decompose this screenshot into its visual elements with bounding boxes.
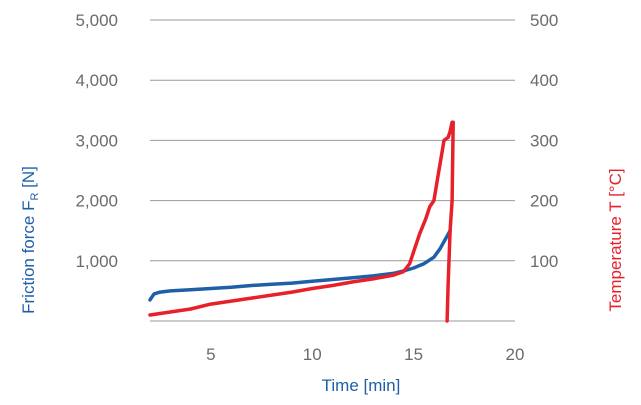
y-axis-right-label: Temperature T [°C]	[606, 168, 625, 311]
y-axis-left-label-subscript: R	[29, 193, 41, 201]
data-series	[148, 120, 455, 323]
y-axis-left-label-main: Friction force F	[19, 201, 38, 314]
x-axis-label: Time [min]	[322, 376, 401, 395]
y-left-tick-label: 2,000	[75, 192, 118, 211]
y-left-tick-label: 5,000	[75, 11, 118, 30]
x-tick-label: 5	[206, 345, 215, 364]
y-right-tick-label: 500	[530, 11, 558, 30]
x-tick-label: 20	[506, 345, 525, 364]
temperature-series-line	[148, 120, 455, 323]
y-left-tick-label: 1,000	[75, 252, 118, 271]
y-axis-left-label: Friction force FR [N]	[19, 166, 41, 314]
y-right-tick-label: 100	[530, 252, 558, 271]
y-left-tick-label: 3,000	[75, 131, 118, 150]
x-tick-label: 15	[404, 345, 423, 364]
x-tick-label: 10	[303, 345, 322, 364]
grid-lines	[150, 19, 515, 322]
y-right-tick-label: 400	[530, 71, 558, 90]
y-left-tick-label: 4,000	[75, 71, 118, 90]
y-right-tick-label: 300	[530, 131, 558, 150]
y-right-tick-label: 200	[530, 192, 558, 211]
axis-ticks: 1,000 2,000 3,000 4,000 5,000 100 200 300 400 500…	[75, 11, 558, 364]
friction-force-series-line	[148, 228, 452, 302]
y-axis-left-label-unit: [N]	[19, 166, 38, 192]
